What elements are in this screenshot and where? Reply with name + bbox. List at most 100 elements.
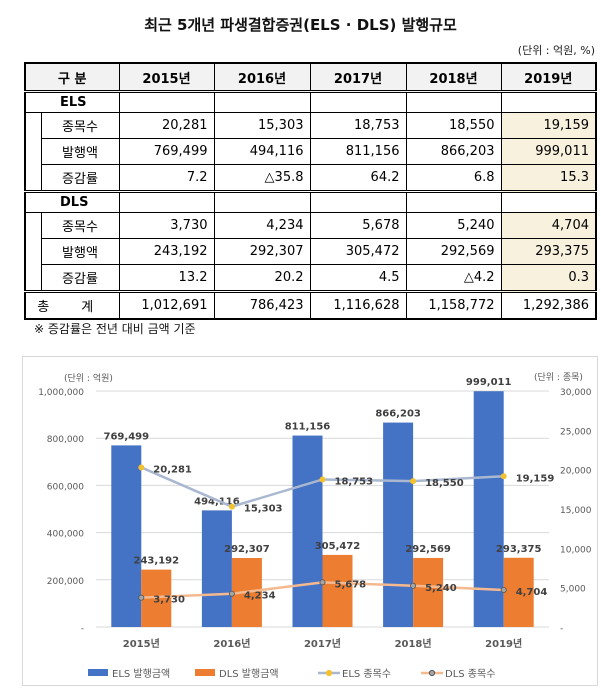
row-label: 증감률 [40, 264, 120, 293]
value-cell: 494,116 [213, 138, 311, 165]
header-row: 구 분 2015년 2016년 2017년 2018년 2019년 [24, 62, 597, 93]
dls-group-label: DLS [24, 191, 120, 213]
els-count-label: 18,550 [425, 478, 464, 489]
issuance-table: 구 분 2015년 2016년 2017년 2018년 2019년 ELS 종목수 20,281… [24, 62, 597, 320]
page-title: 최근 5개년 파생결합증권(ELS · DLS) 발행규모 [144, 16, 457, 34]
dls-amount-bar [322, 554, 353, 627]
right-tick-label: 5,000 [560, 585, 586, 595]
value-cell: 15,303 [213, 112, 311, 139]
els-amount-label: 999,011 [466, 377, 512, 388]
els-count-marker [138, 464, 145, 471]
value-cell: 4,704 [500, 212, 597, 239]
els-amount-bar [201, 510, 232, 627]
total-value: 1,012,691 [118, 291, 215, 320]
legend-label: ELS 종목수 [342, 668, 391, 680]
dls-amount-label: 243,192 [134, 556, 180, 567]
indent-cell [24, 138, 42, 165]
indent-cell [24, 112, 42, 139]
left-tick-label: - [81, 624, 84, 634]
dls-group-row: DLS [24, 191, 597, 213]
els-data-row: 종목수 20,281 15,303 18,753 18,550 19,159 [24, 112, 597, 139]
total-value: 1,158,772 [405, 291, 502, 320]
dls-amount-bar [413, 557, 444, 627]
legend-marker [428, 669, 436, 677]
els-count-marker [410, 478, 417, 485]
left-tick-label: 400,000 [47, 530, 84, 540]
value-cell: 19,159 [500, 112, 597, 139]
left-tick-label: 600,000 [47, 482, 84, 492]
left-axis-label: (단위 : 억원) [64, 372, 113, 384]
els-data-row: 증감률 7.2 △35.8 64.2 6.8 15.3 [24, 164, 597, 193]
header-year: 2016년 [213, 62, 311, 93]
left-tick-label: 200,000 [47, 577, 84, 587]
els-count-label: 20,281 [153, 464, 192, 475]
category-label: 2017년 [304, 637, 341, 650]
value-cell: 15.3 [500, 164, 597, 193]
dls-count-marker [500, 586, 507, 593]
dls-count-label: 4,704 [516, 587, 548, 598]
right-tick-label: 30,000 [560, 388, 592, 398]
legend-swatch [88, 669, 108, 676]
els-group-row: ELS [24, 91, 597, 113]
left-tick-label: 800,000 [47, 435, 84, 445]
right-tick-label: - [560, 624, 563, 634]
els-amount-bar [473, 391, 504, 627]
value-cell: 866,203 [405, 138, 502, 165]
indent-cell [24, 164, 42, 193]
legend-swatch [195, 669, 215, 676]
empty-cell [309, 191, 407, 213]
value-cell: 18,550 [405, 112, 502, 139]
value-cell: 4.5 [309, 264, 407, 293]
empty-cell [500, 191, 597, 213]
els-count-label: 18,753 [335, 476, 374, 487]
category-label: 2019년 [485, 637, 522, 650]
indent-cell [24, 264, 42, 293]
dls-count-label: 5,240 [425, 583, 457, 594]
value-cell: 243,192 [118, 238, 215, 265]
dls-amount-label: 292,307 [224, 544, 270, 555]
row-label: 증감률 [40, 164, 120, 193]
dls-count-marker [319, 579, 326, 586]
els-count-marker [319, 476, 326, 483]
right-tick-label: 20,000 [560, 467, 592, 477]
row-label: 발행액 [40, 138, 120, 165]
right-tick-label: 10,000 [560, 545, 592, 555]
els-amount-bar [111, 445, 142, 627]
dls-amount-bar [503, 557, 534, 627]
category-label: 2018년 [395, 637, 432, 650]
right-tick-label: 15,000 [560, 506, 592, 516]
dls-data-row: 발행액 243,192 292,307 305,472 292,569 293,375 [24, 238, 597, 265]
value-cell: 7.2 [118, 164, 215, 193]
value-cell: △35.8 [213, 164, 311, 193]
value-cell: △4.2 [405, 264, 502, 293]
header-year: 2019년 [500, 62, 597, 93]
empty-cell [213, 91, 311, 113]
dls-count-label: 3,730 [153, 595, 185, 606]
value-cell: 769,499 [118, 138, 215, 165]
empty-cell [500, 91, 597, 113]
value-cell: 4,234 [213, 212, 311, 239]
els-count-label: 19,159 [516, 473, 555, 484]
footnote: ※ 증감률은 전년 대비 금액 기준 [34, 322, 196, 336]
right-axis-label: (단위 : 종목) [534, 372, 583, 383]
value-cell: 999,011 [500, 138, 597, 165]
left-tick-label: 1,000,000 [38, 388, 84, 398]
header-category: 구 분 [24, 62, 120, 93]
value-cell: 20,281 [118, 112, 215, 139]
row-label: 발행액 [40, 238, 120, 265]
total-label: 총 계 [24, 291, 120, 320]
els-amount-bar [383, 422, 414, 627]
dls-count-label: 4,234 [244, 591, 276, 602]
dls-count-marker [138, 594, 145, 601]
value-cell: 811,156 [309, 138, 407, 165]
value-cell: 13.2 [118, 264, 215, 293]
value-cell: 305,472 [309, 238, 407, 265]
indent-cell [24, 238, 42, 265]
dls-amount-label: 305,472 [315, 541, 361, 552]
els-count-marker [228, 503, 235, 510]
header-year: 2015년 [118, 62, 215, 93]
els-amount-label: 811,156 [285, 422, 331, 433]
total-value: 1,116,628 [309, 291, 407, 320]
header-year: 2018년 [405, 62, 502, 93]
legend-label: DLS 종목수 [445, 668, 495, 680]
